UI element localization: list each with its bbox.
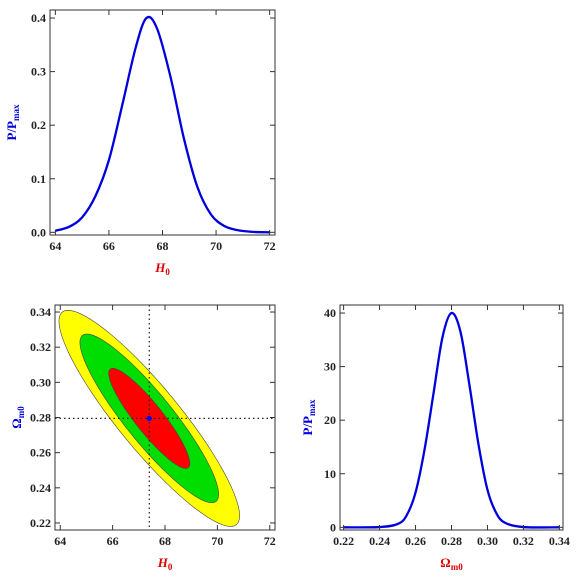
x-tick-label: 0.32	[513, 534, 534, 548]
x-tick-label: 70	[211, 534, 223, 548]
x-tick-label: 70	[210, 239, 222, 253]
plot-frame	[339, 304, 564, 531]
y-axis-label: P/Pmax	[4, 104, 21, 140]
posterior-curve	[55, 15, 270, 234]
x-tick-label: 66	[103, 239, 115, 253]
y-tick-label: 0.1	[31, 172, 46, 186]
x-tick-label: 66	[107, 534, 119, 548]
y-tick-label: 0.28	[30, 411, 51, 425]
x-tick-label: 68	[157, 239, 169, 253]
y-tick-label: 10	[324, 467, 336, 481]
omega-posterior-panel: 0.22 0.24 0.26 0.28 0.30 0.32 0.34 0 10 20 30 40 Ωm0…	[300, 304, 570, 572]
y-tick-label: 0	[330, 520, 336, 534]
x-tick-label: 72	[264, 239, 276, 253]
y-tick-label: 0.30	[30, 375, 51, 389]
y-tick-label: 0.3	[31, 65, 46, 79]
y-tick-label: 0.2	[31, 118, 46, 132]
y-axis-label: P/Pmax	[300, 399, 317, 435]
x-axis-label: H0	[154, 260, 170, 277]
x-tick-label: 0.22	[333, 534, 354, 548]
y-tick-label: 0.32	[30, 340, 51, 354]
y-tick-label: 30	[324, 360, 336, 374]
y-tick-label: 0.34	[30, 305, 51, 319]
posterior-curve	[343, 311, 560, 529]
y-tick-label: 0.22	[30, 516, 51, 530]
x-tick-label: 0.34	[549, 534, 570, 548]
x-tick-label: 0.28	[441, 534, 462, 548]
x-axis-label: Ωm0	[440, 555, 463, 572]
x-axis-label: H0	[157, 555, 173, 572]
y-tick-label: 0.4	[31, 11, 46, 25]
best-fit-point	[146, 415, 152, 421]
x-tick-label: 64	[54, 534, 66, 548]
y-tick-label: 0.0	[31, 225, 46, 239]
x-tick-label: 0.30	[477, 534, 498, 548]
h0-omega-contour-panel: 64 66 68 70 72 0.22 0.24 0.26 0.28 0.30 0.32 0.34 H0…	[9, 304, 276, 572]
x-tick-label: 68	[159, 534, 171, 548]
h0-posterior-panel: 64 66 68 70 72 0.0 0.1 0.2 0.3 0.4 H0 P/Pmax	[4, 9, 276, 277]
y-tick-label: 40	[324, 306, 336, 320]
x-tick-label: 0.26	[405, 534, 426, 548]
x-tick-label: 72	[264, 534, 276, 548]
x-tick-label: 0.24	[369, 534, 390, 548]
x-tick-label: 64	[49, 239, 61, 253]
y-axis-label: Ωm0	[9, 406, 26, 429]
y-tick-label: 0.24	[30, 481, 51, 495]
y-tick-label: 0.26	[30, 446, 51, 460]
y-tick-label: 20	[324, 413, 336, 427]
